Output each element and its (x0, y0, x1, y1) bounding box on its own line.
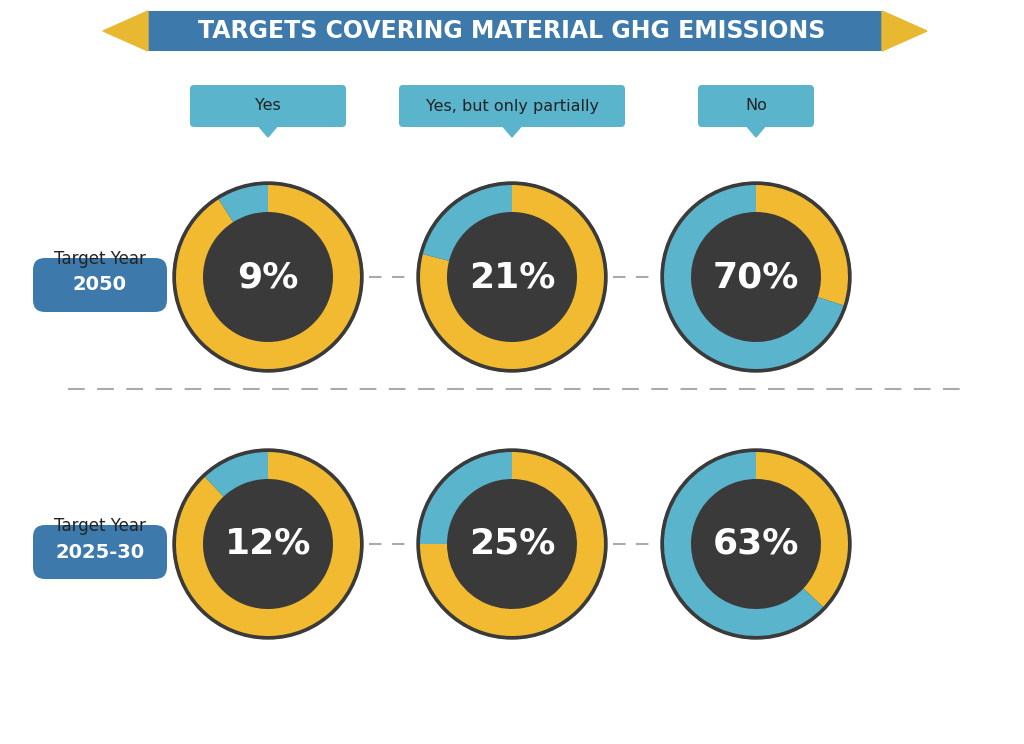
Wedge shape (664, 185, 844, 369)
Text: 9%: 9% (238, 260, 299, 294)
Text: 2050: 2050 (73, 275, 127, 295)
Wedge shape (420, 452, 604, 636)
Circle shape (662, 182, 851, 372)
Circle shape (453, 485, 571, 603)
Wedge shape (423, 185, 512, 261)
Text: 2025-30: 2025-30 (55, 542, 144, 562)
Circle shape (209, 218, 327, 336)
FancyBboxPatch shape (148, 11, 882, 51)
Text: 63%: 63% (713, 527, 799, 561)
Polygon shape (500, 123, 524, 137)
Wedge shape (219, 185, 268, 222)
Text: Yes: Yes (255, 98, 281, 114)
Wedge shape (420, 452, 512, 544)
FancyBboxPatch shape (33, 525, 167, 579)
FancyBboxPatch shape (399, 85, 625, 127)
Wedge shape (756, 185, 848, 306)
Circle shape (697, 218, 815, 336)
FancyBboxPatch shape (33, 258, 167, 312)
Polygon shape (103, 11, 148, 51)
Circle shape (173, 182, 362, 372)
Text: Target Year: Target Year (54, 250, 146, 268)
Circle shape (173, 449, 362, 639)
Text: Yes, but only partially: Yes, but only partially (426, 98, 598, 114)
Wedge shape (420, 185, 604, 369)
Circle shape (209, 485, 327, 603)
Circle shape (662, 449, 851, 639)
FancyBboxPatch shape (698, 85, 814, 127)
Circle shape (417, 449, 607, 639)
Wedge shape (664, 452, 823, 636)
Text: 25%: 25% (469, 527, 555, 561)
Wedge shape (176, 452, 360, 636)
Text: 12%: 12% (225, 527, 311, 561)
Circle shape (453, 218, 571, 336)
Text: TARGETS COVERING MATERIAL GHG EMISSIONS: TARGETS COVERING MATERIAL GHG EMISSIONS (199, 19, 825, 43)
Circle shape (697, 485, 815, 603)
Wedge shape (756, 452, 848, 607)
Text: Target Year: Target Year (54, 517, 146, 535)
Text: 70%: 70% (713, 260, 799, 294)
Polygon shape (744, 123, 768, 137)
FancyBboxPatch shape (190, 85, 346, 127)
Circle shape (417, 182, 607, 372)
Text: No: No (745, 98, 767, 114)
Wedge shape (205, 452, 268, 496)
Polygon shape (256, 123, 280, 137)
Wedge shape (176, 185, 360, 369)
Text: 21%: 21% (469, 260, 555, 294)
Polygon shape (882, 11, 927, 51)
